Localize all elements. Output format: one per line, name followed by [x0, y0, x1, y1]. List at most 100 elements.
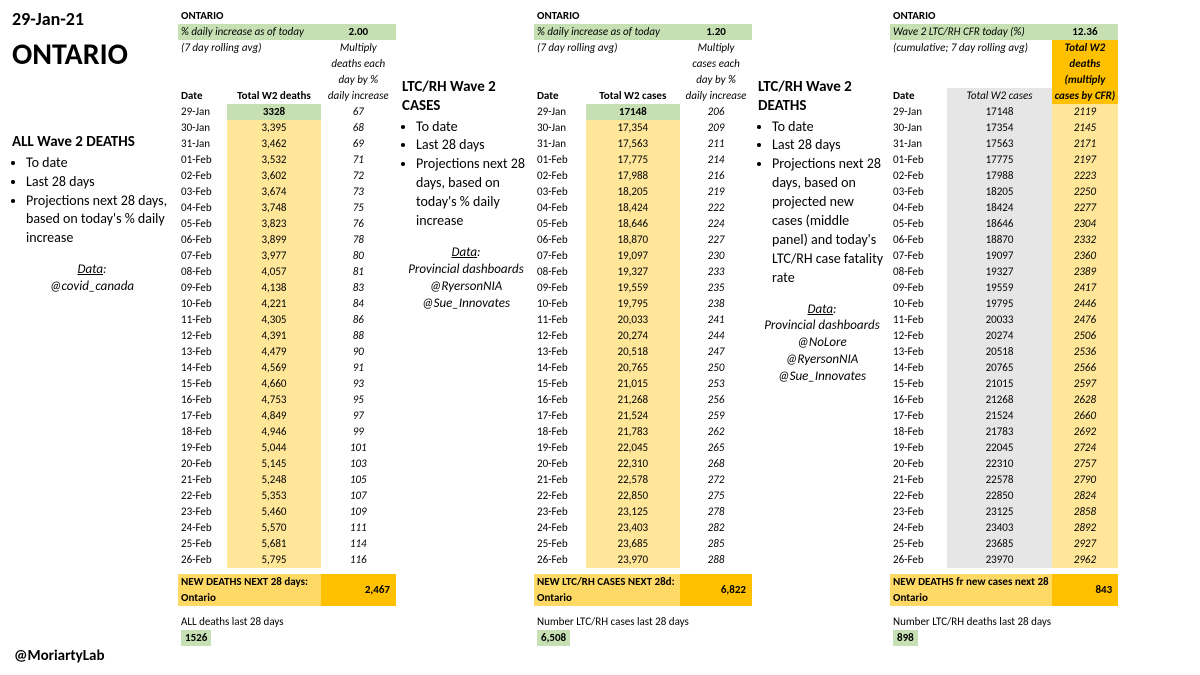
table-row: 01-Feb3,53271: [178, 152, 396, 168]
table-row: 30-Jan17,354209: [534, 120, 752, 136]
table-row: 20-Feb5,145103: [178, 456, 396, 472]
value1-cell: 17775: [947, 152, 1051, 168]
value2-cell: 278: [680, 504, 752, 520]
value1-cell: 5,681: [227, 536, 320, 552]
value2-cell: 109: [321, 504, 396, 520]
table-row: 11-Feb200332476: [890, 312, 1118, 328]
value2-cell: 262: [680, 424, 752, 440]
data-source: Data:Provincial dashboards@RyersonNIA@Su…: [402, 245, 530, 313]
date-cell: 31-Jan: [890, 136, 947, 152]
value2-cell: 101: [321, 440, 396, 456]
table-row: 07-Feb190972360: [890, 248, 1118, 264]
value1-cell: 4,946: [227, 424, 320, 440]
table-row: 16-Feb212682628: [890, 392, 1118, 408]
value2-cell: 116: [321, 552, 396, 568]
table-row: 25-Feb23,685285: [534, 536, 752, 552]
table-row: 16-Feb4,75395: [178, 392, 396, 408]
value2-cell: 88: [321, 328, 396, 344]
value2-cell: 2597: [1052, 376, 1119, 392]
value1-cell: 4,479: [227, 344, 320, 360]
col2-line: (multiply: [1052, 72, 1119, 88]
panel-ltc-cases: ONTARIO% daily increase as of today1.20(…: [534, 8, 752, 667]
date-cell: 26-Feb: [890, 552, 947, 568]
table-row: 13-Feb4,47990: [178, 344, 396, 360]
value2-cell: 2250: [1052, 184, 1119, 200]
date-cell: 03-Feb: [534, 184, 586, 200]
value2-cell: 206: [680, 104, 752, 120]
metric-sub: (7 day rolling avg): [534, 40, 680, 56]
table-row: 12-Feb202742506: [890, 328, 1118, 344]
date-cell: 22-Feb: [178, 488, 227, 504]
date-cell: 29-Jan: [534, 104, 586, 120]
value2-cell: 67: [321, 104, 396, 120]
date-cell: 07-Feb: [534, 248, 586, 264]
date-cell: 25-Feb: [178, 536, 227, 552]
date-cell: 02-Feb: [178, 168, 227, 184]
date-cell: 20-Feb: [534, 456, 586, 472]
table-row: 18-Feb217832692: [890, 424, 1118, 440]
desc-list: To dateLast 28 daysProjections next 28 d…: [12, 154, 172, 248]
last28-value: 1526: [181, 630, 211, 646]
table-row: 03-Feb18,205219: [534, 184, 752, 200]
value2-cell: 90: [321, 344, 396, 360]
table-row: 04-Feb3,74875: [178, 200, 396, 216]
value1-cell: 20,274: [586, 328, 681, 344]
date-cell: 22-Feb: [890, 488, 947, 504]
table-row: 12-Feb20,274244: [534, 328, 752, 344]
value2-cell: 238: [680, 296, 752, 312]
table-row: 11-Feb20,033241: [534, 312, 752, 328]
value1-cell: 3,823: [227, 216, 320, 232]
table-row: 06-Feb3,89978: [178, 232, 396, 248]
table-row: 18-Feb21,783262: [534, 424, 752, 440]
value2-cell: 81: [321, 264, 396, 280]
table-row: 08-Feb19,327233: [534, 264, 752, 280]
value1-cell: 21,015: [586, 376, 681, 392]
date-cell: 01-Feb: [890, 152, 947, 168]
value2-cell: 84: [321, 296, 396, 312]
value1-cell: 18,205: [586, 184, 681, 200]
table-row: 04-Feb18,424222: [534, 200, 752, 216]
date-cell: 18-Feb: [534, 424, 586, 440]
last28-row: 6,508: [534, 630, 752, 646]
table-row: 23-Feb231252858: [890, 504, 1118, 520]
date-cell: 06-Feb: [178, 232, 227, 248]
value1-cell: 4,660: [227, 376, 320, 392]
date-cell: 17-Feb: [890, 408, 947, 424]
date-cell: 12-Feb: [534, 328, 586, 344]
desc-item: Projections next 28 days, based on today…: [26, 192, 172, 249]
summary-value: 6,822: [680, 574, 752, 606]
value2-cell: 265: [680, 440, 752, 456]
value1-cell: 5,570: [227, 520, 320, 536]
desc-list: To dateLast 28 daysProjections next 28 d…: [758, 118, 886, 288]
hint-line: Multiply: [680, 40, 752, 56]
value2-cell: 2360: [1052, 248, 1119, 264]
value1-cell: 3,532: [227, 152, 320, 168]
value1-cell: 23,685: [586, 536, 681, 552]
value2-cell: 2927: [1052, 536, 1119, 552]
value1-cell: 4,391: [227, 328, 320, 344]
value1-cell: 17354: [947, 120, 1051, 136]
value1-cell: 22578: [947, 472, 1051, 488]
date-cell: 24-Feb: [534, 520, 586, 536]
table-row: 08-Feb4,05781: [178, 264, 396, 280]
table-row: 31-Jan3,46269: [178, 136, 396, 152]
table-row: 15-Feb210152597: [890, 376, 1118, 392]
table-row: 02-Feb3,60272: [178, 168, 396, 184]
table-row: 07-Feb3,97780: [178, 248, 396, 264]
last28-row: 1526: [178, 630, 396, 646]
date-cell: 10-Feb: [534, 296, 586, 312]
summary-label2: Ontario: [534, 590, 680, 606]
value2-cell: 93: [321, 376, 396, 392]
desc-item: Projections next 28 days, based on today…: [416, 155, 530, 231]
date-cell: 13-Feb: [178, 344, 227, 360]
region-label: ONTARIO: [890, 8, 1118, 24]
data-table: ONTARIO% daily increase as of today2.00(…: [178, 8, 396, 646]
value2-cell: 2197: [1052, 152, 1119, 168]
value2-cell: 2332: [1052, 232, 1119, 248]
value2-cell: 288: [680, 552, 752, 568]
value2-cell: 2223: [1052, 168, 1119, 184]
value2-cell: 272: [680, 472, 752, 488]
hint-line: daily increase: [321, 88, 396, 104]
value1-cell: 4,753: [227, 392, 320, 408]
table-row: 16-Feb21,268256: [534, 392, 752, 408]
